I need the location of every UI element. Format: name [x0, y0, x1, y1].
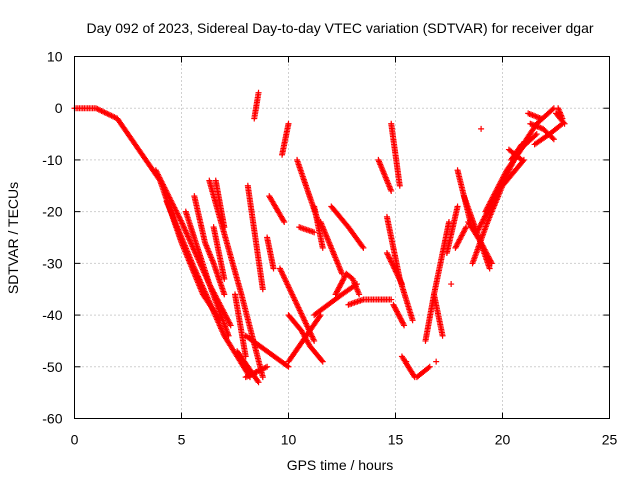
data-point — [517, 142, 524, 149]
data-point — [388, 187, 395, 194]
data-point — [561, 120, 568, 127]
data-point — [319, 244, 326, 251]
axis-ticks — [74, 56, 610, 419]
data-point — [316, 313, 323, 320]
data-point — [400, 321, 407, 328]
data-point — [311, 229, 318, 236]
data-point — [259, 374, 266, 381]
y-tick-label: -10 — [42, 152, 62, 168]
data-point — [532, 132, 539, 139]
data-point — [270, 265, 277, 272]
data-point — [560, 119, 567, 126]
data-point — [454, 203, 461, 210]
data-points — [71, 89, 568, 386]
y-tick-label: -60 — [42, 411, 62, 427]
data-point — [557, 115, 564, 122]
data-point — [221, 275, 228, 282]
data-point — [488, 258, 495, 265]
data-point — [319, 358, 326, 365]
plot-frame — [74, 56, 610, 419]
data-point — [433, 358, 440, 365]
data-point — [242, 353, 249, 360]
data-point — [549, 135, 556, 142]
data-point — [439, 332, 446, 339]
data-point — [388, 296, 395, 303]
x-tick-label: 5 — [178, 432, 186, 448]
data-point — [425, 364, 432, 371]
data-point — [533, 131, 540, 138]
data-point — [396, 182, 403, 189]
data-point — [403, 358, 410, 365]
data-point — [284, 362, 291, 369]
y-axis-label: SDTVAR / TECUs — [5, 182, 21, 294]
data-point — [518, 141, 525, 148]
data-point — [550, 136, 557, 143]
data-point — [281, 218, 288, 225]
y-tick-label: -50 — [42, 359, 62, 375]
x-tick-labels: 0 5 10 15 20 25 — [71, 432, 618, 448]
data-point — [280, 217, 287, 224]
data-point — [227, 322, 234, 329]
data-point — [486, 265, 493, 272]
data-point — [255, 89, 262, 96]
x-tick-label: 25 — [602, 432, 618, 448]
data-point — [285, 363, 292, 370]
data-point — [518, 156, 525, 163]
data-point — [549, 106, 556, 113]
x-tick-label: 0 — [71, 432, 79, 448]
data-point — [517, 155, 524, 162]
data-point — [401, 322, 408, 329]
x-tick-label: 15 — [388, 432, 404, 448]
x-axis-label: GPS time / hours — [287, 457, 394, 473]
data-point — [255, 379, 262, 386]
data-point — [254, 378, 261, 385]
data-point — [409, 317, 416, 324]
data-point — [538, 115, 545, 122]
y-tick-label: 10 — [47, 49, 63, 65]
x-tick-label: 10 — [281, 432, 297, 448]
data-point — [426, 363, 433, 370]
y-tick-label: -20 — [42, 204, 62, 220]
x-tick-label: 20 — [495, 432, 511, 448]
data-point — [462, 225, 469, 232]
grid-lines — [74, 56, 610, 419]
data-point — [463, 224, 470, 231]
data-point — [311, 337, 318, 344]
chart-title: Day 092 of 2023, Sidereal Day-to-day VTE… — [86, 20, 593, 36]
data-point — [359, 243, 366, 250]
data-point — [259, 286, 266, 293]
data-point — [221, 291, 228, 298]
data-point — [285, 120, 292, 127]
data-point — [356, 291, 363, 298]
data-point — [318, 357, 325, 364]
data-point — [221, 224, 228, 231]
y-tick-labels: 10 0 -10 -20 -30 -40 -50 -60 — [42, 49, 62, 427]
y-tick-label: -30 — [42, 255, 62, 271]
y-tick-label: -40 — [42, 307, 62, 323]
y-tick-label: 0 — [55, 100, 63, 116]
data-point — [360, 244, 367, 251]
data-point — [488, 260, 495, 267]
data-point — [478, 125, 485, 132]
data-point — [264, 363, 271, 370]
data-point — [448, 281, 455, 288]
data-point — [253, 368, 260, 375]
